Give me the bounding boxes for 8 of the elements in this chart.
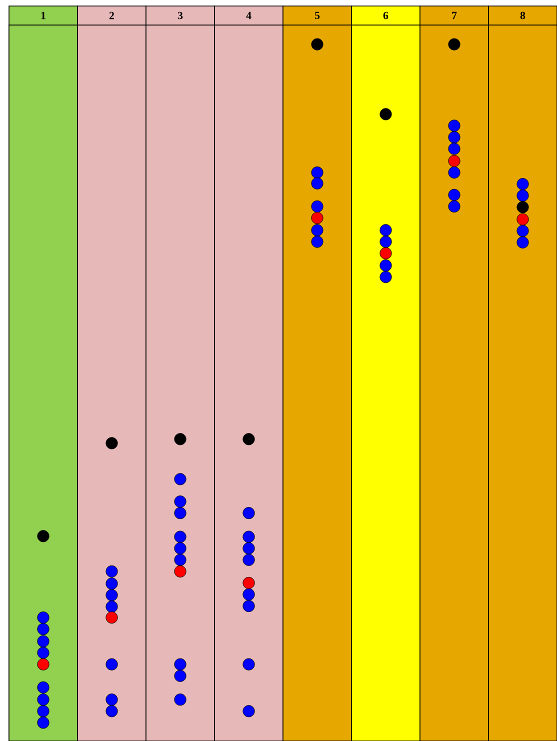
x-tick-label: 1 — [41, 12, 46, 20]
x-tick-label: 3 — [178, 12, 183, 20]
x-tick-label: 4 — [246, 12, 252, 20]
x-tick-label: 8 — [520, 12, 526, 20]
x-tick-label: 5 — [314, 12, 320, 20]
x-tick-label: 2 — [109, 12, 114, 20]
x-tick-label: 6 — [383, 12, 388, 20]
x-tick-label: 7 — [452, 12, 457, 20]
